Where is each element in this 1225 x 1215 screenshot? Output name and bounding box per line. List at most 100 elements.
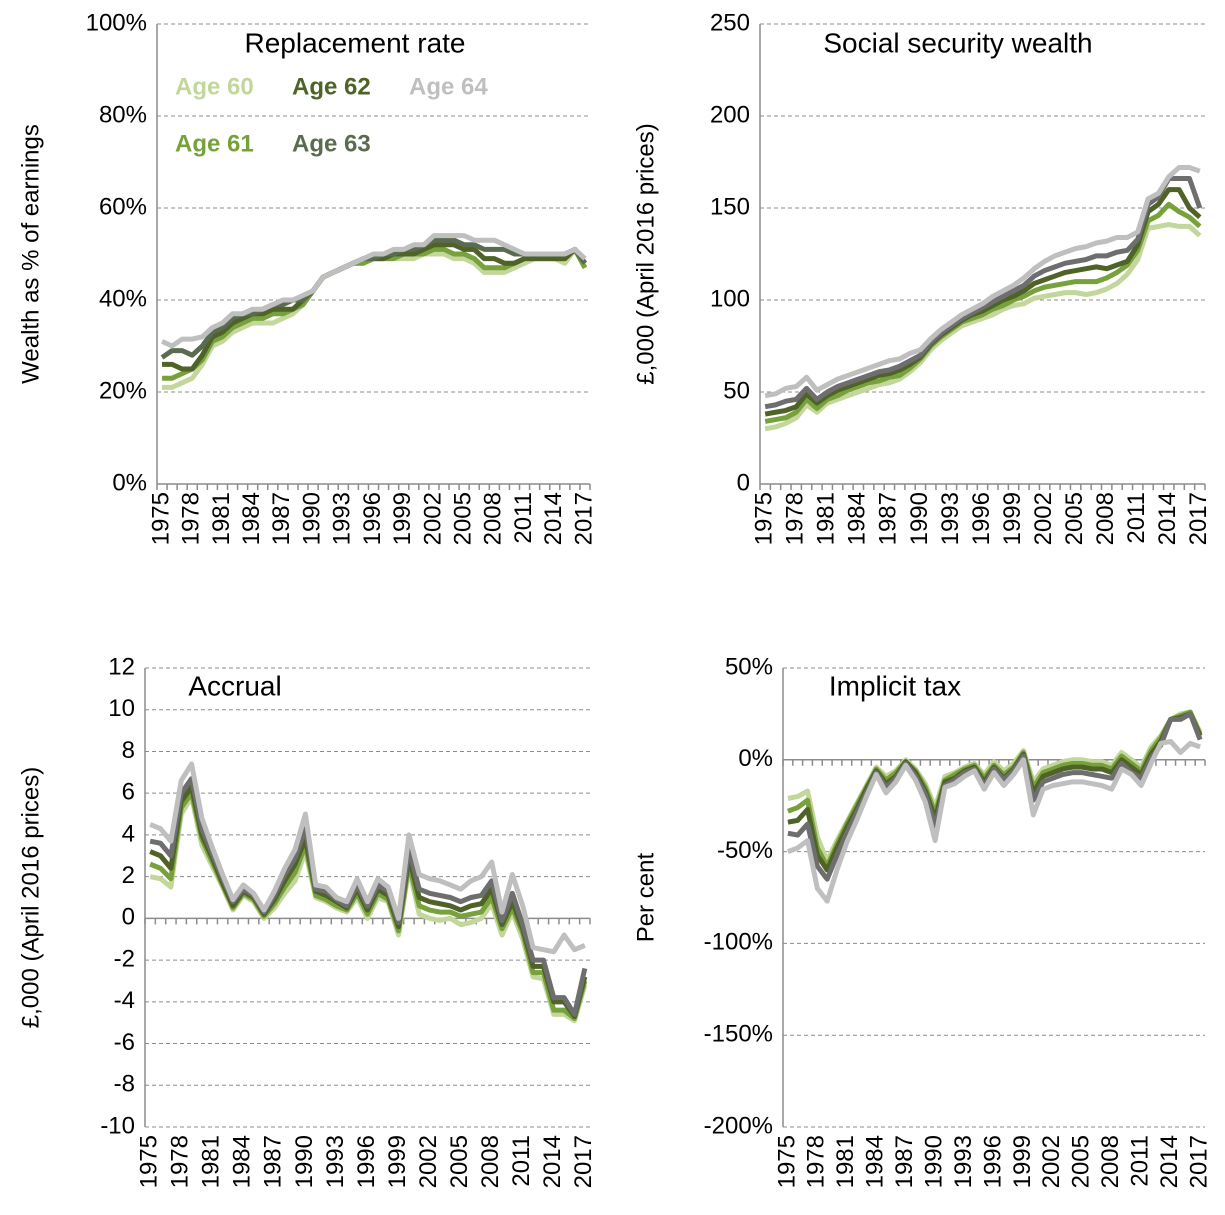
y-tick-label: 0% [112, 469, 147, 496]
y-tick-label: -100% [704, 929, 773, 956]
series-line [764, 187, 1202, 417]
x-tick-label: 2011 [508, 1135, 535, 1187]
x-tick-label: 2017 [570, 492, 597, 545]
y-axis-label: Wealth as % of earnings [17, 124, 44, 384]
series-line [787, 709, 1203, 869]
y-axis-label: £,000 (April 2016 prices) [632, 123, 659, 384]
x-tick-label: 1978 [178, 492, 205, 545]
legend-label: Age 60 [175, 73, 254, 100]
x-tick-label: 1981 [208, 492, 235, 545]
panel-title: Accrual [188, 670, 281, 701]
x-tick-label: 2002 [1030, 492, 1057, 545]
x-tick-label: 1999 [384, 1135, 411, 1188]
series-line [149, 761, 586, 955]
x-tick-label: 2014 [1156, 1135, 1183, 1188]
panel: 0%20%40%60%80%100%1975 1978 1981 1984 1987 19… [17, 9, 597, 545]
x-tick-label: 2011 [1127, 1135, 1154, 1187]
x-tick-label: 2011 [510, 492, 537, 544]
y-tick-label: 0% [738, 745, 773, 772]
x-tick-label: 1975 [773, 1135, 800, 1188]
x-tick-label: 1984 [238, 492, 265, 545]
y-tick-label: 20% [99, 377, 147, 404]
y-tick-label: 200 [710, 101, 750, 128]
x-tick-label: 1999 [389, 492, 416, 545]
y-tick-label: 12 [108, 653, 135, 680]
y-tick-label: 40% [99, 285, 147, 312]
series-line [162, 246, 588, 381]
x-tick-label: 1975 [136, 1135, 163, 1188]
x-tick-label: 1996 [353, 1135, 380, 1188]
x-tick-label: 1981 [813, 492, 840, 545]
legend-label: Age 61 [175, 130, 254, 157]
x-tick-label: 2014 [1154, 492, 1181, 545]
x-tick-label: 1996 [359, 492, 386, 545]
legend-label: Age 62 [292, 73, 371, 100]
y-tick-label: -50% [717, 837, 773, 864]
x-tick-label: 1984 [844, 492, 871, 545]
x-tick-label: 2002 [419, 492, 446, 545]
x-tick-label: 2005 [449, 492, 476, 545]
x-tick-label: 1993 [322, 1135, 349, 1188]
x-tick-label: 1984 [229, 1135, 256, 1188]
x-tick-label: 1978 [167, 1135, 194, 1188]
y-axis-label: £,000 (April 2016 prices) [17, 767, 44, 1028]
x-tick-label: 1981 [832, 1135, 859, 1188]
y-tick-label: 8 [122, 737, 135, 764]
y-tick-label: 6 [122, 779, 135, 806]
x-tick-label: 1990 [298, 492, 325, 545]
x-tick-label: 2002 [1038, 1135, 1065, 1188]
series-line [764, 201, 1202, 424]
x-tick-label: 1996 [979, 1135, 1006, 1188]
y-tick-label: -4 [114, 987, 135, 1014]
panel-title: Replacement rate [244, 27, 465, 58]
x-tick-label: 1987 [260, 1135, 287, 1188]
y-tick-label: 100 [710, 285, 750, 312]
x-tick-label: 1993 [937, 492, 964, 545]
y-tick-label: 250 [710, 9, 750, 36]
y-tick-label: -200% [704, 1112, 773, 1139]
x-tick-label: 1999 [999, 492, 1026, 545]
y-tick-label: 50 [723, 377, 750, 404]
x-tick-label: 2017 [1185, 1135, 1212, 1188]
x-tick-label: 2011 [1123, 492, 1150, 544]
y-tick-label: -150% [704, 1021, 773, 1048]
y-tick-label: 60% [99, 193, 147, 220]
x-tick-label: 1975 [751, 492, 778, 545]
x-tick-label: 1987 [891, 1135, 918, 1188]
x-tick-label: 1987 [268, 492, 295, 545]
x-tick-label: 1987 [875, 492, 902, 545]
panel: -10 -8 -6 -4 -2 0 2 4 6 8 10 12 1975 1978 1981 1984 1987… [17, 653, 597, 1188]
x-tick-label: 1978 [803, 1135, 830, 1188]
panel-title: Social security wealth [823, 27, 1092, 58]
series-line [787, 738, 1201, 904]
y-tick-label: -8 [114, 1071, 135, 1098]
panel: -200% -150% -100% -50% 0% 50% 1975 1978 1981 1984… [632, 653, 1212, 1188]
y-tick-label: 150 [710, 193, 750, 220]
series-line [764, 165, 1201, 399]
y-tick-label: 50% [725, 653, 773, 680]
x-tick-label: 2008 [480, 492, 507, 545]
y-tick-label: 10 [108, 695, 135, 722]
x-tick-label: 1996 [968, 492, 995, 545]
x-tick-label: 2008 [477, 1135, 504, 1188]
x-tick-label: 2002 [415, 1135, 442, 1188]
series-line [160, 237, 587, 360]
y-tick-label: -2 [114, 945, 135, 972]
y-tick-label: 4 [122, 820, 135, 847]
x-tick-label: 2017 [1185, 492, 1212, 545]
x-tick-label: 2014 [540, 492, 567, 545]
y-tick-label: 80% [99, 101, 147, 128]
y-axis-label: Per cent [632, 852, 659, 942]
series-line [787, 711, 1203, 873]
x-tick-label: 1999 [1009, 1135, 1036, 1188]
x-tick-label: 1978 [782, 492, 809, 545]
x-tick-label: 2005 [1068, 1135, 1095, 1188]
y-tick-label: 2 [122, 862, 135, 889]
x-tick-label: 1984 [862, 1135, 889, 1188]
x-tick-label: 1990 [906, 492, 933, 545]
x-tick-label: 1981 [198, 1135, 225, 1188]
y-tick-label: -10 [100, 1112, 135, 1139]
x-tick-label: 2017 [570, 1135, 597, 1188]
